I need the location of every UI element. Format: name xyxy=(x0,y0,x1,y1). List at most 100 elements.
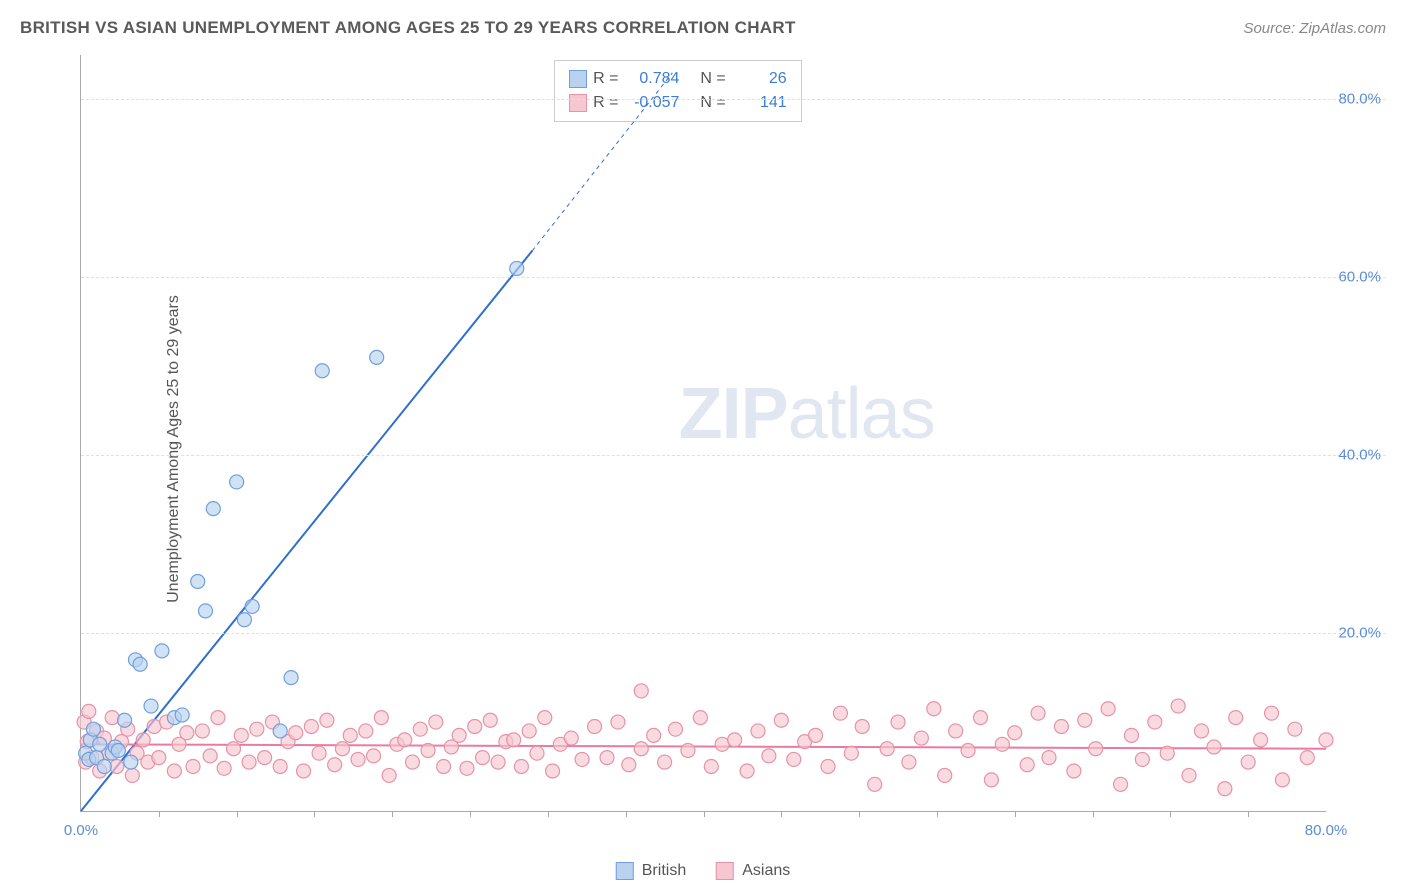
scatter-point-asians xyxy=(1229,711,1243,725)
scatter-point-asians xyxy=(304,720,318,734)
scatter-point-asians xyxy=(180,726,194,740)
x-tick xyxy=(237,811,238,817)
scatter-point-asians xyxy=(658,755,672,769)
x-tick xyxy=(1170,811,1171,817)
scatter-point-british xyxy=(144,699,158,713)
chart-title: BRITISH VS ASIAN UNEMPLOYMENT AMONG AGES… xyxy=(20,18,796,38)
scatter-point-asians xyxy=(538,711,552,725)
scatter-point-british xyxy=(206,502,220,516)
scatter-point-asians xyxy=(413,722,427,736)
y-tick-label: 60.0% xyxy=(1338,269,1381,286)
scatter-point-asians xyxy=(460,761,474,775)
scatter-point-british xyxy=(175,708,189,722)
scatter-point-british xyxy=(191,575,205,589)
scatter-point-british xyxy=(93,737,107,751)
scatter-point-british xyxy=(273,724,287,738)
legend-item-british: British xyxy=(616,862,686,880)
scatter-point-asians xyxy=(774,713,788,727)
x-tick xyxy=(781,811,782,817)
scatter-point-asians xyxy=(1031,706,1045,720)
scatter-point-asians xyxy=(1148,715,1162,729)
scatter-point-asians xyxy=(195,724,209,738)
scatter-point-asians xyxy=(961,744,975,758)
scatter-point-asians xyxy=(82,704,96,718)
scatter-point-british xyxy=(230,475,244,489)
scatter-point-asians xyxy=(398,733,412,747)
scatter-point-asians xyxy=(530,746,544,760)
x-tick-label: 80.0% xyxy=(1305,822,1348,839)
scatter-point-asians xyxy=(762,749,776,763)
scatter-point-asians xyxy=(787,752,801,766)
scatter-point-asians xyxy=(1020,758,1034,772)
scatter-point-british xyxy=(370,350,384,364)
scatter-point-asians xyxy=(995,737,1009,751)
chart-area: Unemployment Among Ages 25 to 29 years Z… xyxy=(50,55,1386,842)
scatter-point-asians xyxy=(1067,764,1081,778)
scatter-point-asians xyxy=(507,733,521,747)
trend-line-asians xyxy=(81,744,1326,748)
scatter-point-asians xyxy=(844,746,858,760)
scatter-point-asians xyxy=(914,731,928,745)
gridline xyxy=(81,277,1386,278)
x-tick xyxy=(548,811,549,817)
scatter-point-asians xyxy=(1171,699,1185,713)
scatter-point-asians xyxy=(564,731,578,745)
scatter-point-asians xyxy=(320,713,334,727)
scatter-point-british xyxy=(124,755,138,769)
scatter-point-asians xyxy=(634,742,648,756)
y-tick-label: 40.0% xyxy=(1338,447,1381,464)
scatter-point-asians xyxy=(374,711,388,725)
scatter-point-asians xyxy=(855,720,869,734)
scatter-point-british xyxy=(118,713,132,727)
scatter-point-asians xyxy=(297,764,311,778)
scatter-point-asians xyxy=(902,755,916,769)
scatter-point-asians xyxy=(186,760,200,774)
x-tick xyxy=(1015,811,1016,817)
scatter-point-asians xyxy=(868,777,882,791)
scatter-svg xyxy=(81,55,1326,811)
gridline xyxy=(81,455,1386,456)
y-tick-label: 80.0% xyxy=(1338,91,1381,108)
scatter-point-british xyxy=(133,657,147,671)
scatter-point-british xyxy=(237,613,251,627)
scatter-point-asians xyxy=(429,715,443,729)
legend-item-asians: Asians xyxy=(716,862,790,880)
scatter-point-asians xyxy=(1089,742,1103,756)
scatter-point-asians xyxy=(622,758,636,772)
legend-swatch-icon xyxy=(716,862,734,880)
scatter-point-asians xyxy=(575,752,589,766)
scatter-point-asians xyxy=(1042,751,1056,765)
x-tick xyxy=(1248,811,1249,817)
scatter-point-asians xyxy=(1300,751,1314,765)
scatter-point-asians xyxy=(211,711,225,725)
scatter-point-asians xyxy=(405,755,419,769)
scatter-point-asians xyxy=(693,711,707,725)
scatter-point-asians xyxy=(335,742,349,756)
scatter-point-asians xyxy=(833,706,847,720)
gridline xyxy=(81,99,1386,100)
scatter-point-asians xyxy=(514,760,528,774)
x-tick xyxy=(937,811,938,817)
scatter-point-british xyxy=(284,671,298,685)
scatter-point-asians xyxy=(452,728,466,742)
scatter-point-asians xyxy=(217,761,231,775)
legend-label-british: British xyxy=(642,862,686,880)
scatter-point-asians xyxy=(809,728,823,742)
scatter-point-asians xyxy=(1254,733,1268,747)
x-tick-label: 0.0% xyxy=(64,822,98,839)
scatter-point-asians xyxy=(1207,740,1221,754)
scatter-point-asians xyxy=(740,764,754,778)
scatter-point-asians xyxy=(351,752,365,766)
legend-label-asians: Asians xyxy=(742,862,790,880)
scatter-point-asians xyxy=(421,744,435,758)
chart-source: Source: ZipAtlas.com xyxy=(1243,20,1386,37)
scatter-point-asians xyxy=(203,749,217,763)
series-legend: British Asians xyxy=(616,862,790,880)
scatter-point-asians xyxy=(250,722,264,736)
scatter-point-asians xyxy=(1241,755,1255,769)
scatter-point-asians xyxy=(328,758,342,772)
scatter-point-asians xyxy=(1195,724,1209,738)
x-tick xyxy=(704,811,705,817)
scatter-point-asians xyxy=(312,746,326,760)
scatter-point-asians xyxy=(1124,728,1138,742)
